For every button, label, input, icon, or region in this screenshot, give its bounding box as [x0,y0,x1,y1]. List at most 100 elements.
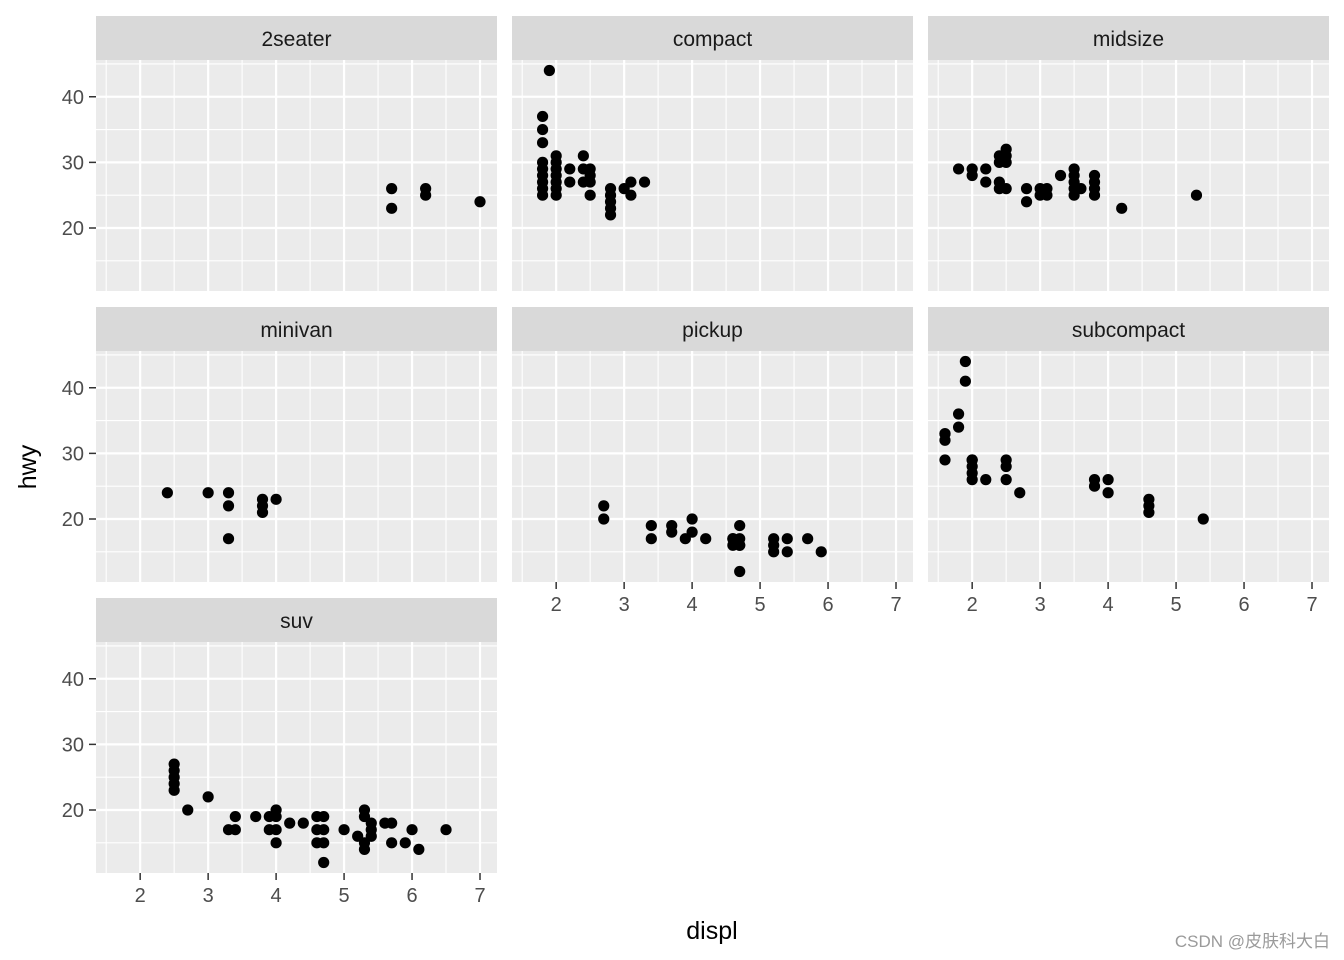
data-point [440,824,452,836]
panel-2seater: 2seater [96,16,497,291]
data-point [584,189,596,201]
data-point [474,196,486,208]
y-tick-label: 40 [62,669,84,691]
data-point [604,209,617,221]
data-point [284,817,296,829]
x-tick-label: 4 [1103,594,1114,616]
facet-strip-label: midsize [1093,28,1164,51]
y-tick-label: 20 [62,509,84,531]
x-axis-title: displ [686,917,737,945]
data-point [966,474,978,486]
data-point [1116,202,1128,214]
data-point [386,202,398,214]
x-tick-label: 7 [474,885,485,907]
facet-strip-label: subcompact [1072,319,1185,342]
data-point [536,123,549,136]
facet-panels: 2seater compact midsize minivan pickup subcom… [96,16,1329,873]
x-tick-label: 5 [755,594,766,616]
data-point [222,533,235,545]
panel-suv: suv [96,598,497,873]
data-point [358,843,371,855]
data-point [966,169,978,182]
y-tick-label: 20 [62,218,84,240]
data-point [270,824,282,836]
data-point [1000,474,1012,486]
data-point [686,526,698,538]
data-point [536,137,549,149]
data-point [625,176,637,188]
data-point [1075,183,1087,195]
data-point [1000,460,1012,473]
panel-background [928,60,1329,291]
data-point [1054,169,1067,182]
data-point [386,837,398,849]
data-point [256,506,269,519]
data-point [966,454,978,466]
data-point [202,791,214,803]
data-point [536,189,549,201]
facet-strip [512,16,913,60]
y-tick-label: 30 [62,443,84,465]
data-point [700,533,712,545]
x-tick-label: 2 [135,885,146,907]
data-point [550,189,562,201]
data-point [1041,189,1053,201]
data-point [980,163,992,175]
data-point [1014,487,1026,499]
x-tick-label: 6 [822,594,833,616]
panel-minivan: minivan [96,307,497,582]
y-tick-label: 40 [62,378,84,400]
data-point [1020,183,1033,195]
data-point [1190,189,1203,201]
facet-strip [928,16,1329,60]
facet-strip-label: suv [280,610,313,633]
x-tick-label: 2 [551,594,562,616]
x-tick-label: 3 [1035,594,1046,616]
data-point [229,810,241,823]
data-point [577,150,589,162]
data-point [318,837,330,849]
data-point [338,824,350,836]
data-point [980,474,992,486]
data-point [952,163,965,175]
data-point [543,64,555,77]
data-point [318,824,330,836]
x-tick-label: 5 [339,885,350,907]
data-point [1000,156,1012,168]
data-point [270,837,282,849]
data-point [297,817,309,829]
facet-strip [512,307,913,351]
x-tick-label: 4 [687,594,698,616]
data-point [270,493,282,505]
data-point [734,565,746,578]
data-point [1088,189,1101,201]
facet-strip [96,307,497,351]
data-point [399,837,411,849]
data-point [645,519,657,532]
data-point [420,189,432,201]
data-point [536,110,549,123]
data-point [980,176,992,188]
axes: 20 30 40 20 30 40 2 3 4 5 6 7 2 3 4 5 6 7 20 30 40 2 3 4 5 6 7 [62,87,1318,907]
data-point [598,513,610,525]
data-point [598,500,610,512]
y-tick-label: 40 [62,87,84,109]
data-point [250,810,262,823]
watermark-text: CSDN @皮肤科大白 [1174,932,1330,951]
panel-subcompact: subcompact [928,307,1329,582]
x-tick-label: 4 [271,885,282,907]
panel-background [96,60,497,291]
data-point [768,546,780,558]
panel-pickup: pickup [512,307,913,582]
panel-background [512,351,913,582]
data-point [222,500,235,512]
x-tick-label: 5 [1171,594,1182,616]
facet-strip [96,598,497,642]
data-point [584,176,596,188]
data-point [686,513,698,525]
data-point [386,817,398,829]
data-point [781,533,793,545]
facet-strip [928,307,1329,351]
data-point [666,526,678,538]
